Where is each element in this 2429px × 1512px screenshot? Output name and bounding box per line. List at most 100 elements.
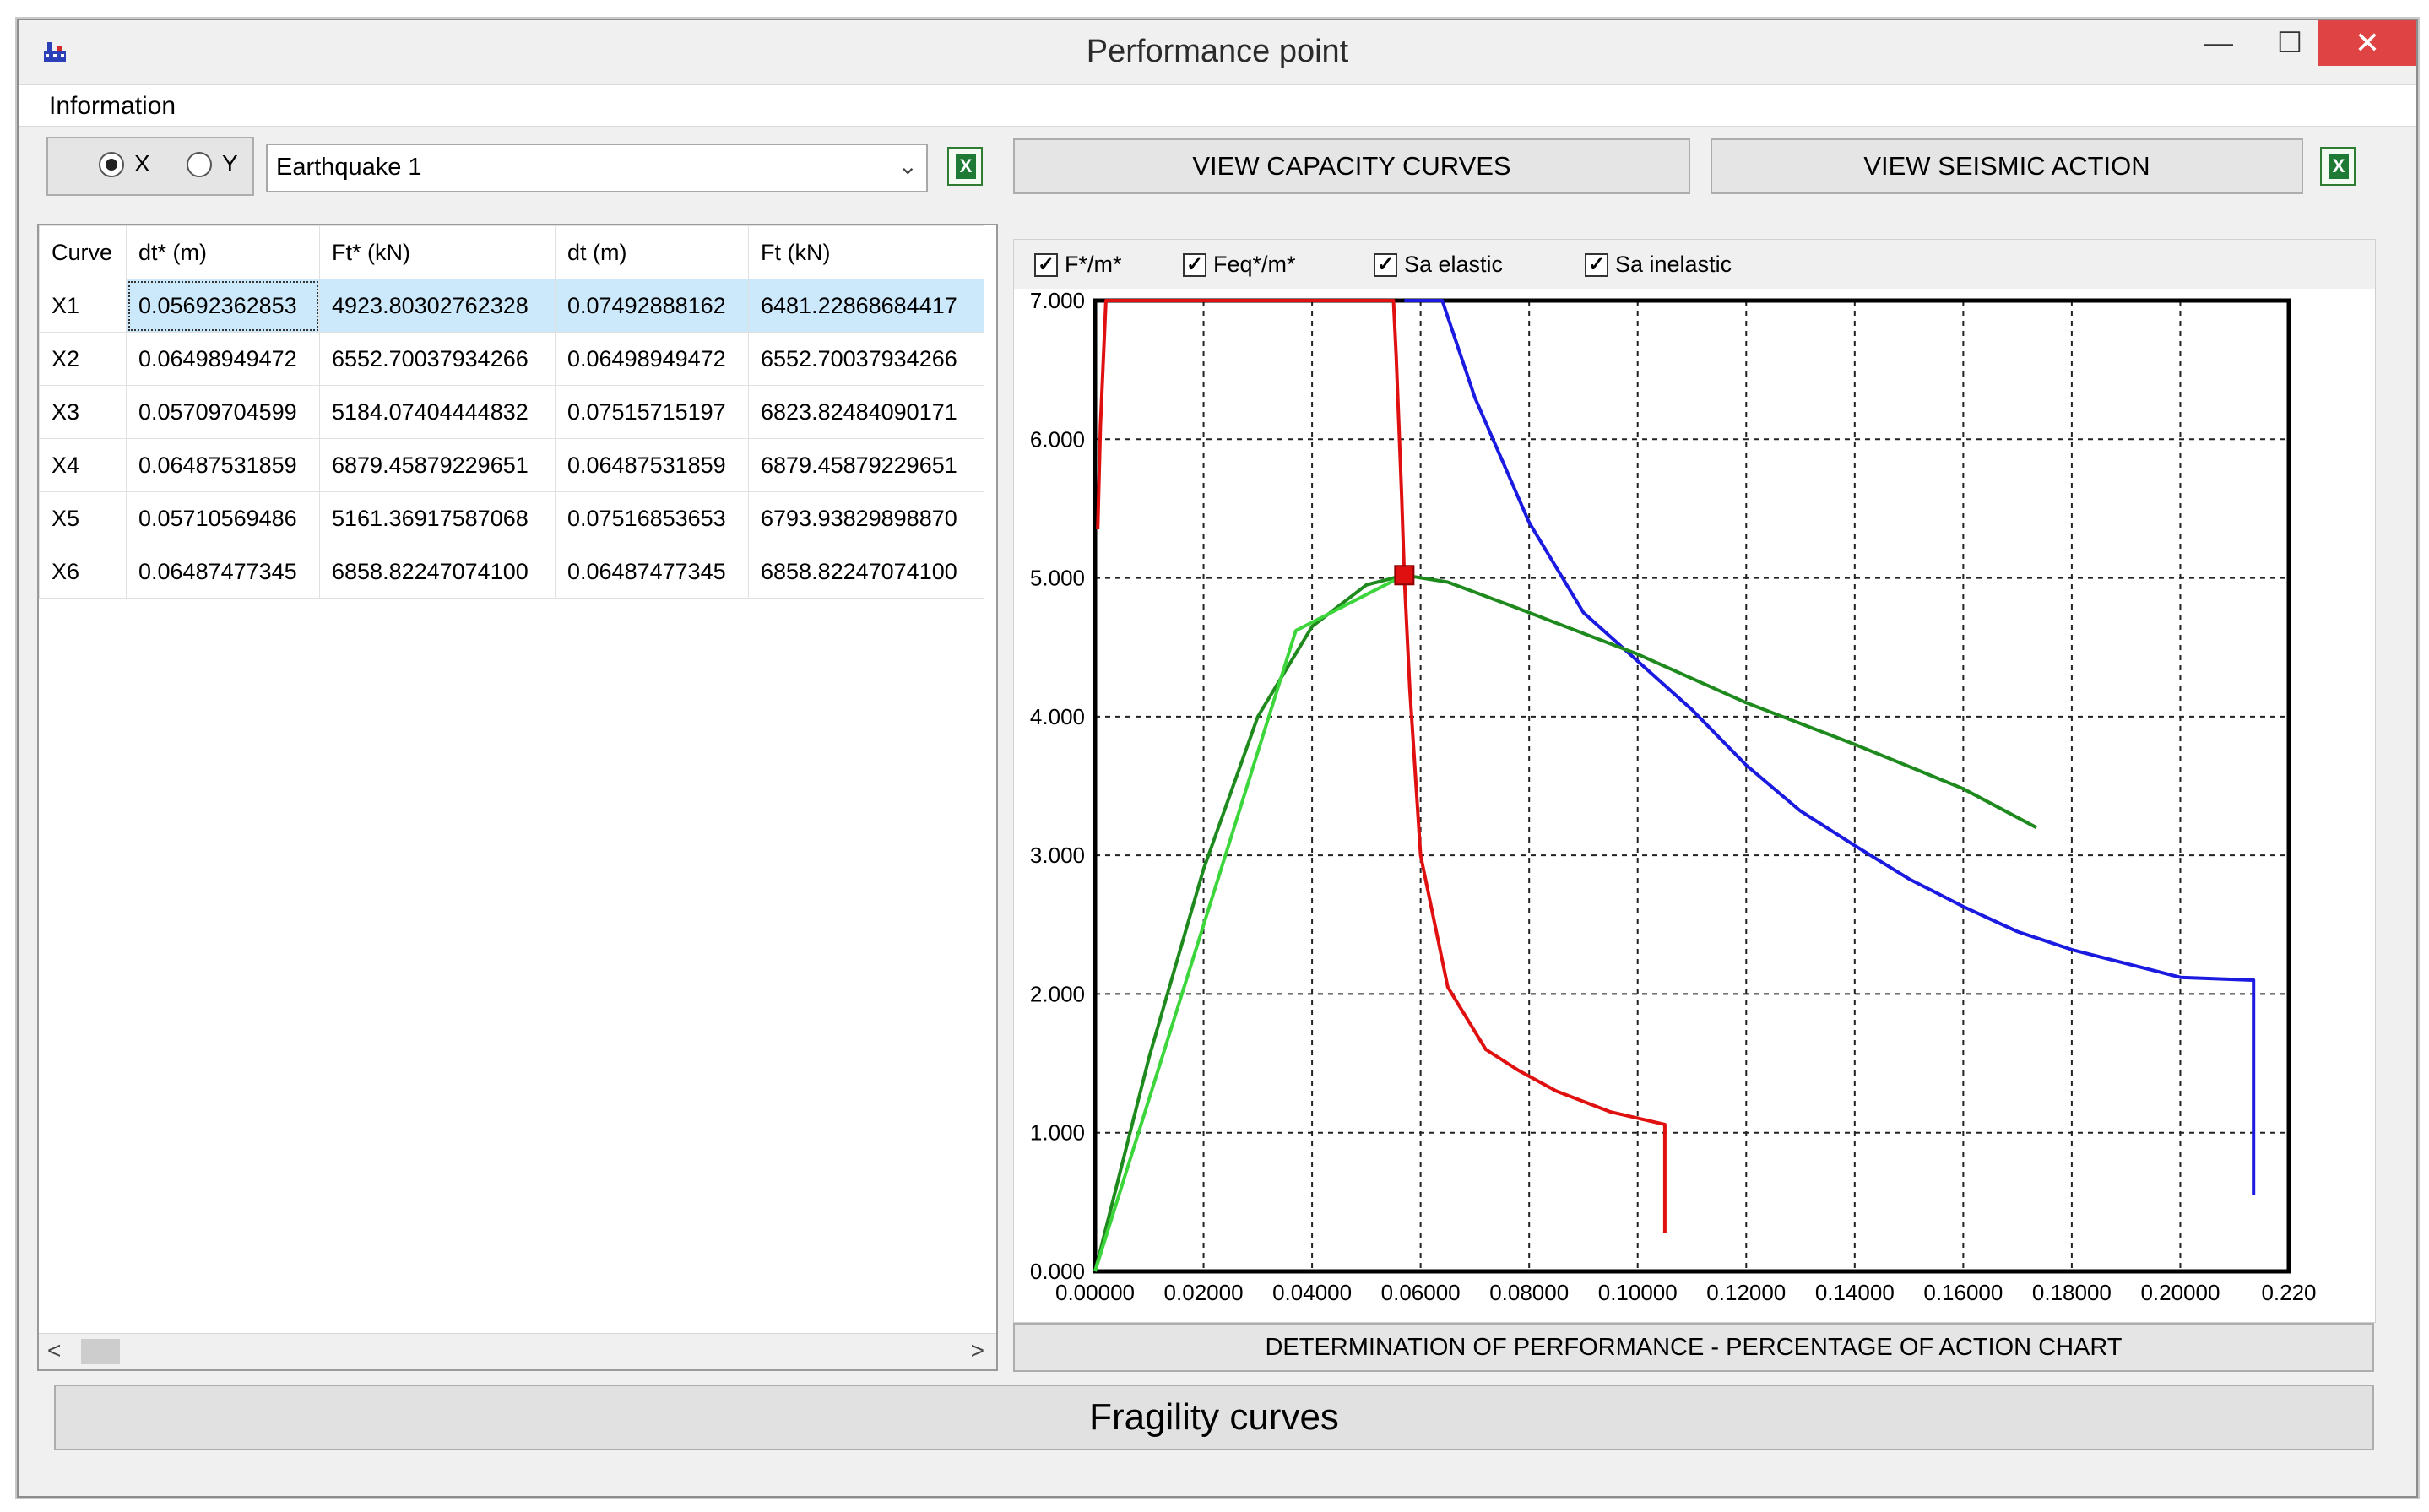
performance-point-marker bbox=[1394, 565, 1415, 586]
table-cell[interactable]: 0.06487531859 bbox=[555, 438, 749, 492]
x-tick-label: 0.08000 bbox=[1489, 1280, 1569, 1305]
view-capacity-curves-button[interactable]: VIEW CAPACITY CURVES bbox=[1013, 138, 1690, 194]
scroll-thumb[interactable] bbox=[81, 1339, 120, 1364]
radio-y-label: Y bbox=[222, 150, 238, 176]
view-seismic-action-button[interactable]: VIEW SEISMIC ACTION bbox=[1711, 138, 2303, 194]
table-cell[interactable]: 6858.82247074100 bbox=[748, 545, 984, 599]
table-cell[interactable]: X3 bbox=[39, 385, 127, 439]
table-cell[interactable]: 0.05709704599 bbox=[126, 385, 320, 439]
table-cell[interactable]: 0.05710569486 bbox=[126, 491, 320, 545]
table-cell[interactable]: 6858.82247074100 bbox=[319, 545, 556, 599]
scroll-left-icon[interactable]: < bbox=[47, 1337, 62, 1363]
scroll-right-icon[interactable]: > bbox=[970, 1337, 984, 1363]
table-cell[interactable]: 6481.22868684417 bbox=[748, 279, 984, 333]
series-line-3 bbox=[1093, 573, 1406, 1272]
y-tick-label: 6.000 bbox=[1030, 426, 1085, 452]
column-header[interactable]: Ft (kN) bbox=[748, 225, 984, 279]
checkbox-sa-elastic[interactable]: ✓ bbox=[1374, 253, 1397, 277]
table-cell[interactable]: 0.06487477345 bbox=[555, 545, 749, 599]
x-tick-label: 0.220 bbox=[2261, 1280, 2316, 1305]
table-cell[interactable]: 0.07515715197 bbox=[555, 385, 749, 439]
checkbox-sa-inelastic[interactable]: ✓ bbox=[1585, 253, 1608, 277]
x-tick-label: 0.10000 bbox=[1598, 1280, 1678, 1305]
series-line-2 bbox=[1093, 573, 2038, 1272]
plot-frame bbox=[1093, 298, 2291, 1274]
table-cell[interactable]: 6823.82484090171 bbox=[748, 385, 984, 439]
table-row[interactable]: X2 0.06498949472 6552.70037934266 0.0649… bbox=[39, 332, 984, 386]
series-line-0 bbox=[1096, 299, 1667, 1233]
table-cell[interactable]: 0.06498949472 bbox=[555, 332, 749, 386]
title-bar[interactable]: Performance point — ☐ ✕ bbox=[19, 20, 2416, 84]
table-row[interactable]: X6 0.06487477345 6858.82247074100 0.0648… bbox=[39, 545, 984, 599]
checkbox-label: F*/m* bbox=[1065, 252, 1122, 277]
column-header[interactable]: Ft* (kN) bbox=[319, 225, 556, 279]
table-cell[interactable]: 6552.70037934266 bbox=[748, 332, 984, 386]
minimize-button[interactable]: — bbox=[2204, 26, 2233, 59]
earthquake-select[interactable]: Earthquake 1 ⌄ bbox=[266, 144, 928, 192]
table-cell[interactable]: X5 bbox=[39, 491, 127, 545]
results-table: Curve dt* (m) Ft* (kN) dt (m) Ft (kN) X1… bbox=[39, 225, 984, 599]
table-cell[interactable]: 5161.36917587068 bbox=[319, 491, 556, 545]
table-cell[interactable]: 0.05692362853 bbox=[126, 279, 320, 333]
table-cell[interactable]: 0.06487531859 bbox=[126, 438, 320, 492]
y-tick-label: 0.000 bbox=[1030, 1259, 1085, 1284]
fragility-curves-button[interactable]: Fragility curves bbox=[54, 1385, 2374, 1450]
table-cell[interactable]: 6879.45879229651 bbox=[748, 438, 984, 492]
table-cell[interactable]: X4 bbox=[39, 438, 127, 492]
x-tick-label: 0.02000 bbox=[1164, 1280, 1244, 1305]
table-header-row: Curve dt* (m) Ft* (kN) dt (m) Ft (kN) bbox=[39, 225, 984, 279]
menu-information[interactable]: Information bbox=[49, 92, 176, 120]
checkbox-label: Sa inelastic bbox=[1615, 252, 1732, 277]
x-tick-label: 0.00000 bbox=[1055, 1280, 1135, 1305]
table-row[interactable]: X1 0.05692362853 4923.80302762328 0.0749… bbox=[39, 279, 984, 333]
table-cell[interactable]: 6879.45879229651 bbox=[319, 438, 556, 492]
radio-x-label: X bbox=[134, 150, 150, 176]
axis-selector: X Y bbox=[46, 137, 254, 196]
series-line-1 bbox=[1404, 299, 2256, 1195]
y-tick-label: 1.000 bbox=[1030, 1120, 1085, 1146]
y-tick-label: 7.000 bbox=[1030, 288, 1085, 313]
table-cell[interactable]: 0.06498949472 bbox=[126, 332, 320, 386]
horizontal-scrollbar[interactable]: < > bbox=[39, 1333, 996, 1369]
y-tick-label: 2.000 bbox=[1030, 981, 1085, 1006]
table-cell[interactable]: X6 bbox=[39, 545, 127, 599]
earthquake-select-value: Earthquake 1 bbox=[276, 154, 422, 181]
table-row[interactable]: X4 0.06487531859 6879.45879229651 0.0648… bbox=[39, 438, 984, 492]
app-icon bbox=[44, 42, 66, 62]
table-cell[interactable]: 4923.80302762328 bbox=[319, 279, 556, 333]
table-cell[interactable]: X2 bbox=[39, 332, 127, 386]
x-tick-label: 0.20000 bbox=[2140, 1280, 2220, 1305]
table-row[interactable]: X5 0.05710569486 5161.36917587068 0.0751… bbox=[39, 491, 984, 545]
series-toggle-row: ✓ F*/m* ✓ Feq*/m* ✓ Sa elastic ✓ Sa inel… bbox=[1014, 240, 2375, 289]
table-row[interactable]: X3 0.05709704599 5184.07404444832 0.0751… bbox=[39, 385, 984, 439]
table-cell[interactable]: 6552.70037934266 bbox=[319, 332, 556, 386]
column-header[interactable]: dt* (m) bbox=[126, 225, 320, 279]
table-cell[interactable]: 0.07516853653 bbox=[555, 491, 749, 545]
checkbox-f-over-m[interactable]: ✓ bbox=[1034, 253, 1058, 277]
x-tick-label: 0.18000 bbox=[2032, 1280, 2112, 1305]
table-cell[interactable]: X1 bbox=[39, 279, 127, 333]
x-tick-label: 0.14000 bbox=[1815, 1280, 1895, 1305]
table-cell[interactable]: 5184.07404444832 bbox=[319, 385, 556, 439]
checkbox-feq-over-m[interactable]: ✓ bbox=[1183, 253, 1206, 277]
checkbox-label: Feq*/m* bbox=[1213, 252, 1296, 277]
close-button[interactable]: ✕ bbox=[2318, 20, 2416, 66]
maximize-button[interactable]: ☐ bbox=[2276, 27, 2303, 59]
radio-y[interactable] bbox=[187, 152, 212, 177]
table-cell[interactable]: 0.07492888162 bbox=[555, 279, 749, 333]
table-cell[interactable]: 0.06487477345 bbox=[126, 545, 320, 599]
window-title: Performance point bbox=[1086, 34, 1349, 69]
percentage-of-action-chart-button[interactable]: DETERMINATION OF PERFORMANCE - PERCENTAG… bbox=[1013, 1323, 2374, 1372]
x-tick-label: 0.04000 bbox=[1272, 1280, 1352, 1305]
radio-x[interactable] bbox=[99, 152, 124, 177]
table-cell[interactable]: 6793.93829898870 bbox=[748, 491, 984, 545]
x-tick-label: 0.06000 bbox=[1381, 1280, 1461, 1305]
excel-export-icon[interactable]: X bbox=[2320, 147, 2356, 186]
y-tick-label: 4.000 bbox=[1030, 704, 1085, 729]
excel-export-icon[interactable]: X bbox=[947, 147, 983, 186]
x-tick-label: 0.12000 bbox=[1706, 1280, 1786, 1305]
column-header[interactable]: Curve bbox=[39, 225, 127, 279]
performance-chart: 0.00000 0.02000 0.04000 0.06000 0.08000 0.100… bbox=[1030, 288, 2317, 1305]
column-header[interactable]: dt (m) bbox=[555, 225, 749, 279]
y-tick-label: 5.000 bbox=[1030, 566, 1085, 591]
